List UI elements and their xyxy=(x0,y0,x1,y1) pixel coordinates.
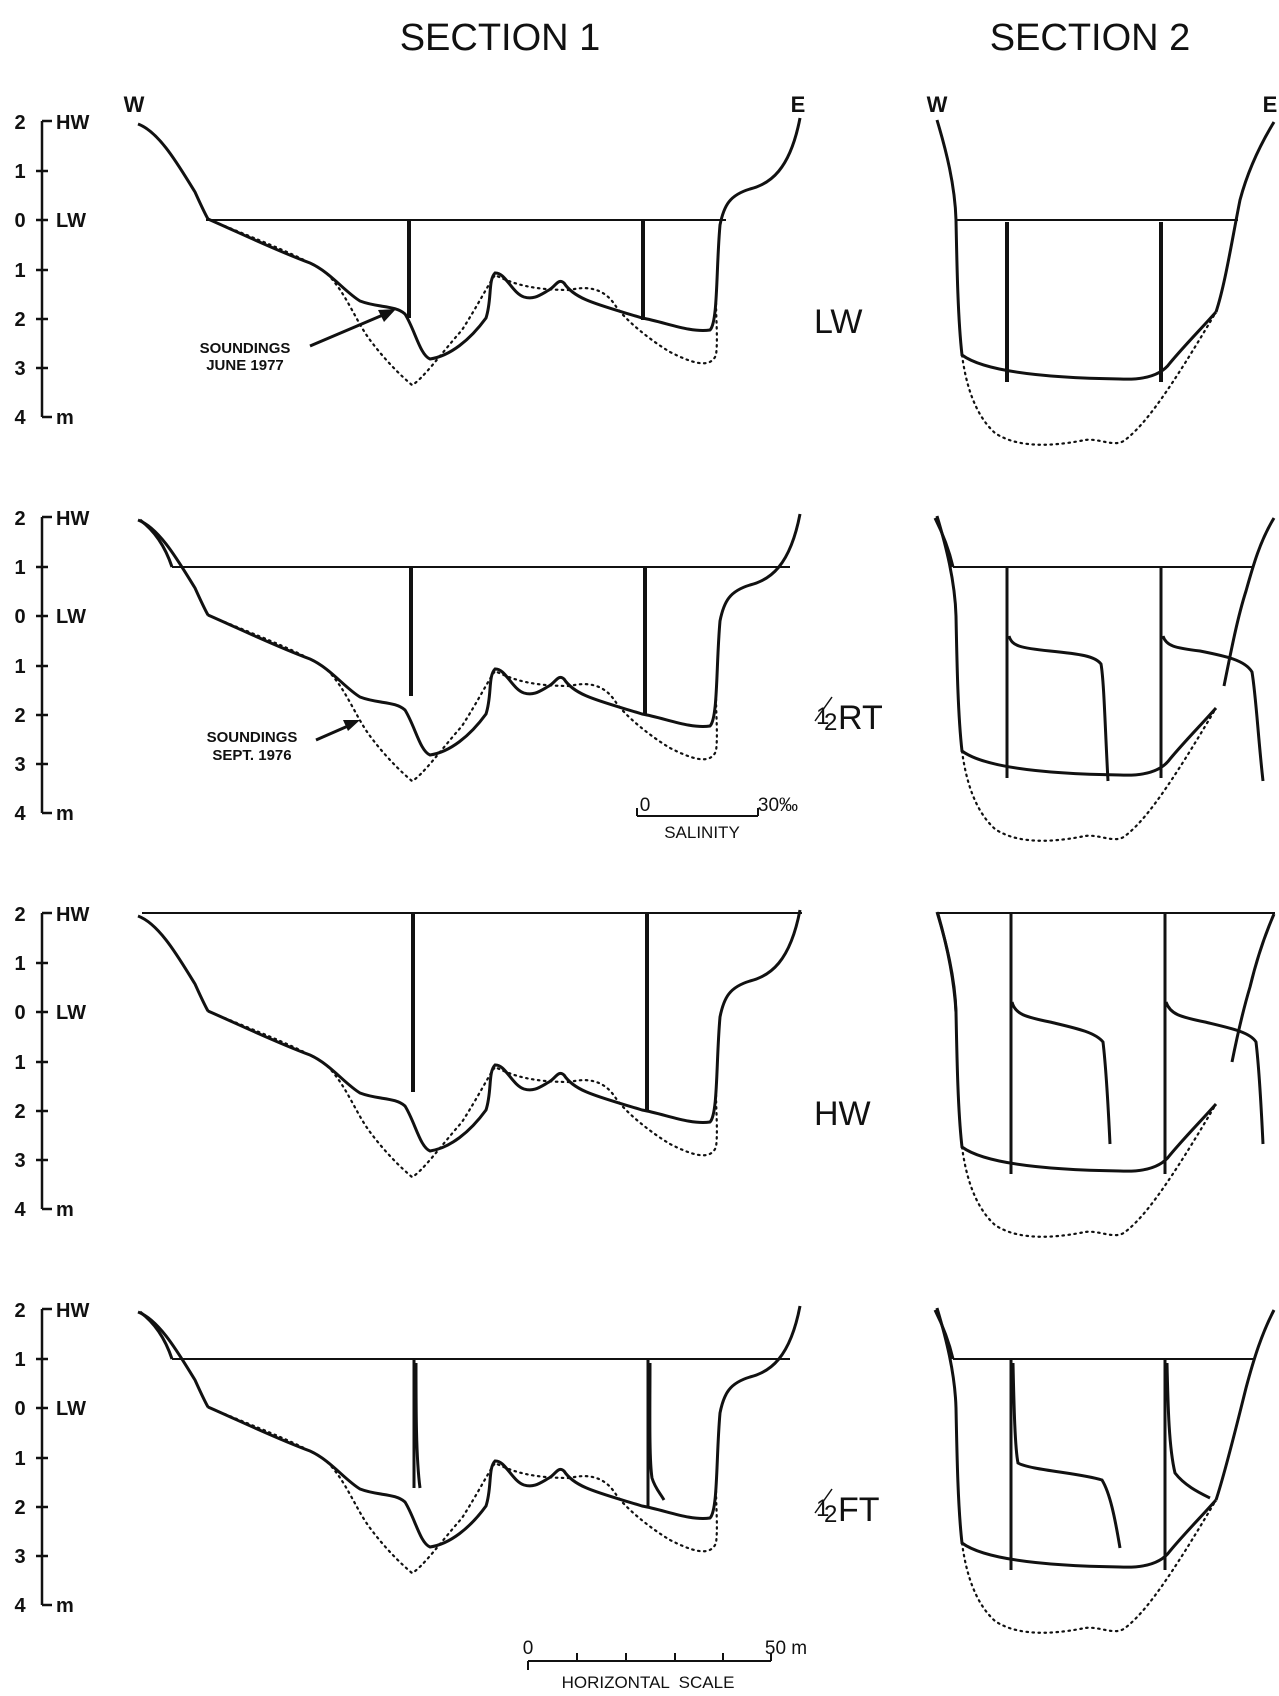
hw-label: HW xyxy=(56,508,89,530)
depth-tick: 1 xyxy=(14,1448,25,1470)
svg-text:1: 1 xyxy=(816,1495,829,1522)
unit-label: m xyxy=(56,803,74,825)
svg-text:SOUNDINGS: SOUNDINGS xyxy=(207,729,298,746)
horizontal-scale: 0 50 m HORIZONTAL SCALE xyxy=(523,1638,807,1692)
depth-tick: 3 xyxy=(14,358,25,380)
hw-label: HW xyxy=(56,112,89,134)
svg-text:SOUNDINGS: SOUNDINGS xyxy=(200,340,291,357)
depth-tick: 4 xyxy=(14,407,26,429)
depth-tick: 1 xyxy=(14,557,25,579)
west-label: W xyxy=(124,92,145,117)
salinity-profile xyxy=(414,1362,422,1489)
depth-tick: 2 xyxy=(14,705,25,727)
depth-tick: 2 xyxy=(14,508,25,530)
soundings-1977-annotation: SOUNDINGS JUNE 1977 xyxy=(200,309,396,374)
section2-profile xyxy=(933,1306,1276,1634)
salinity-profile xyxy=(1007,635,1110,782)
depth-tick: 1 xyxy=(14,953,25,975)
depth-tick: 2 xyxy=(14,112,25,134)
unit-label: m xyxy=(56,1199,74,1221)
section1-profile xyxy=(136,1304,802,1575)
svg-text:JUNE 1977: JUNE 1977 xyxy=(206,357,284,374)
depth-tick: 1 xyxy=(14,161,25,183)
panel-half-falling-tide: 2 1 0 1 2 3 4 HW LW m xyxy=(14,1300,1276,1692)
depth-tick: 1 xyxy=(14,1349,25,1371)
svg-text:SEPT. 1976: SEPT. 1976 xyxy=(212,747,291,764)
depth-tick: 4 xyxy=(14,1199,26,1221)
depth-tick: 0 xyxy=(14,1398,25,1420)
salinity-profile xyxy=(1164,1001,1265,1145)
salinity-profile xyxy=(1165,1362,1211,1500)
depth-tick: 4 xyxy=(14,803,26,825)
depth-tick: 1 xyxy=(14,1052,25,1074)
depth-tick: 2 xyxy=(14,1101,25,1123)
salinity-max: 30‰ xyxy=(758,795,798,816)
unit-label: m xyxy=(56,407,74,429)
salinity-label: SALINITY xyxy=(664,823,740,842)
section2-profile xyxy=(935,118,1276,446)
hw-label: HW xyxy=(56,1300,89,1322)
panel-hw: 2 1 0 1 2 3 4 HW LW m xyxy=(14,904,1276,1238)
tide-label: LW xyxy=(814,303,862,341)
section2-title: SECTION 2 xyxy=(990,17,1191,59)
depth-tick: 3 xyxy=(14,1546,25,1568)
hscale-min: 0 xyxy=(523,1638,534,1659)
svg-text:2: 2 xyxy=(824,1501,837,1528)
section2-profile xyxy=(933,514,1276,842)
salinity-min: 0 xyxy=(640,795,651,816)
depth-axis: 2 1 0 1 2 3 4 HW LW m xyxy=(14,1300,89,1617)
salinity-profile xyxy=(1010,1001,1112,1145)
depth-axis: 2 1 0 1 2 3 4 HW LW m xyxy=(14,904,89,1221)
svg-text:2: 2 xyxy=(824,709,837,736)
depth-tick: 1 xyxy=(14,656,25,678)
depth-tick: 2 xyxy=(14,309,25,331)
east-label: E xyxy=(791,92,806,117)
depth-axis: 2 1 0 1 2 3 4 HW LW m xyxy=(14,112,89,429)
salinity-profile xyxy=(1011,1362,1122,1549)
panel-lw: 2 1 0 1 2 3 4 HW LW m W E W E xyxy=(14,92,1278,446)
salinity-profile xyxy=(648,1362,666,1501)
section1-profile xyxy=(136,908,802,1179)
section1-profile xyxy=(136,512,802,783)
lw-label: LW xyxy=(56,606,86,628)
lw-label: LW xyxy=(56,210,86,232)
tide-label-text: FT xyxy=(838,1491,880,1529)
depth-tick: 2 xyxy=(14,904,25,926)
tide-label: HW xyxy=(814,1095,871,1133)
depth-tick: 0 xyxy=(14,210,25,232)
hscale-max: 50 m xyxy=(765,1638,807,1659)
unit-label: m xyxy=(56,1595,74,1617)
salinity-scale: 0 30‰ SALINITY xyxy=(636,795,798,842)
hscale-label: HORIZONTAL SCALE xyxy=(562,1673,735,1692)
depth-tick: 1 xyxy=(14,260,25,282)
lw-label: LW xyxy=(56,1398,86,1420)
east-label-section2: E xyxy=(1263,92,1278,117)
tide-label: 1 2 FT xyxy=(814,1488,880,1529)
depth-tick: 4 xyxy=(14,1595,26,1617)
hw-label: HW xyxy=(56,904,89,926)
depth-tick: 3 xyxy=(14,1150,25,1172)
tide-label-text: RT xyxy=(838,699,883,737)
soundings-1976-annotation: SOUNDINGS SEPT. 1976 xyxy=(207,720,360,764)
svg-text:1: 1 xyxy=(816,703,829,730)
west-label-section2: W xyxy=(927,92,948,117)
depth-tick: 2 xyxy=(14,1300,25,1322)
depth-tick: 0 xyxy=(14,1002,25,1024)
salinity-profile xyxy=(1161,635,1265,782)
section2-profile xyxy=(935,910,1276,1238)
section1-profile xyxy=(136,116,802,387)
panel-half-rising-tide: 2 1 0 1 2 3 4 HW LW m xyxy=(14,508,1276,842)
depth-tick: 3 xyxy=(14,754,25,776)
tide-label: 1 2 RT xyxy=(814,696,883,737)
depth-tick: 2 xyxy=(14,1497,25,1519)
depth-tick: 0 xyxy=(14,606,25,628)
lw-label: LW xyxy=(56,1002,86,1024)
section1-title: SECTION 1 xyxy=(400,17,601,59)
depth-axis: 2 1 0 1 2 3 4 HW LW m xyxy=(14,508,89,825)
